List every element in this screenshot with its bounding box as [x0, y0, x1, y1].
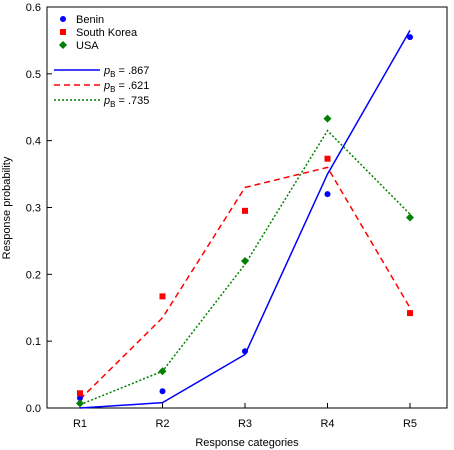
point-diamond — [323, 114, 332, 123]
point-square — [242, 207, 248, 214]
legend-line-label: pB = .867 — [103, 65, 149, 79]
y-tick-label: 0.6 — [26, 2, 41, 14]
y-tick-label: 0.0 — [26, 403, 41, 415]
x-tick-label: R5 — [403, 418, 417, 430]
x-axis-ticks: R1 R2 R3 R4 R5 — [73, 403, 417, 430]
y-tick-label: 0.2 — [26, 269, 41, 281]
fit-line-0 — [79, 30, 411, 409]
data-points — [76, 34, 414, 408]
x-tick-label: R2 — [155, 418, 169, 430]
point-square — [407, 310, 413, 317]
x-tick-label: R1 — [73, 418, 87, 430]
point-circle — [242, 348, 248, 355]
legend-line-label-subscript: B — [110, 85, 115, 94]
legend-line-label: pB = .735 — [103, 95, 149, 109]
y-tick-label: 0.3 — [26, 203, 41, 215]
point-diamond — [406, 213, 414, 222]
legend-label: Benin — [76, 14, 104, 26]
fit-line-2 — [79, 129, 411, 406]
y-tick-label: 0.4 — [26, 136, 41, 148]
point-diamond — [158, 367, 167, 376]
point-circle — [159, 388, 166, 395]
y-axis-label: Response probability — [1, 156, 13, 259]
point-circle — [407, 34, 413, 41]
legend-line-label-subscript: B — [110, 100, 115, 109]
legend-line-label: pB = .621 — [103, 80, 149, 94]
legend-line-label-subscript: B — [110, 70, 115, 79]
legend-line-label-value: = .621 — [115, 80, 149, 92]
point-square — [324, 155, 331, 162]
legend-line-label-symbol: p — [103, 95, 110, 107]
point-square — [77, 390, 83, 397]
legend-marker-circle — [60, 16, 66, 22]
x-tick-label: R3 — [238, 418, 252, 430]
y-tick-label: 0.1 — [26, 336, 41, 348]
y-axis-ticks: 0.0 0.1 0.2 0.3 0.4 0.5 0.6 — [26, 2, 52, 415]
x-tick-label: R4 — [320, 418, 334, 430]
legend-line-label-value: = .867 — [115, 65, 149, 77]
point-diamond — [241, 256, 249, 265]
point-square — [159, 293, 166, 300]
point-circle — [324, 191, 331, 198]
legend-line-label-value: = .735 — [115, 95, 149, 107]
legend-label: USA — [76, 40, 99, 52]
legend-marker-diamond — [59, 41, 67, 49]
y-tick-label: 0.5 — [26, 69, 41, 81]
legend-line-label-symbol: p — [103, 65, 110, 77]
legend-label: South Korea — [76, 27, 138, 39]
fit-line-1 — [79, 166, 411, 400]
point-diamond — [76, 399, 84, 408]
legend-line-label-symbol: p — [103, 80, 110, 92]
legend-marker-square — [60, 29, 66, 35]
x-axis-label: Response categories — [195, 437, 299, 449]
point-circle — [77, 394, 83, 401]
